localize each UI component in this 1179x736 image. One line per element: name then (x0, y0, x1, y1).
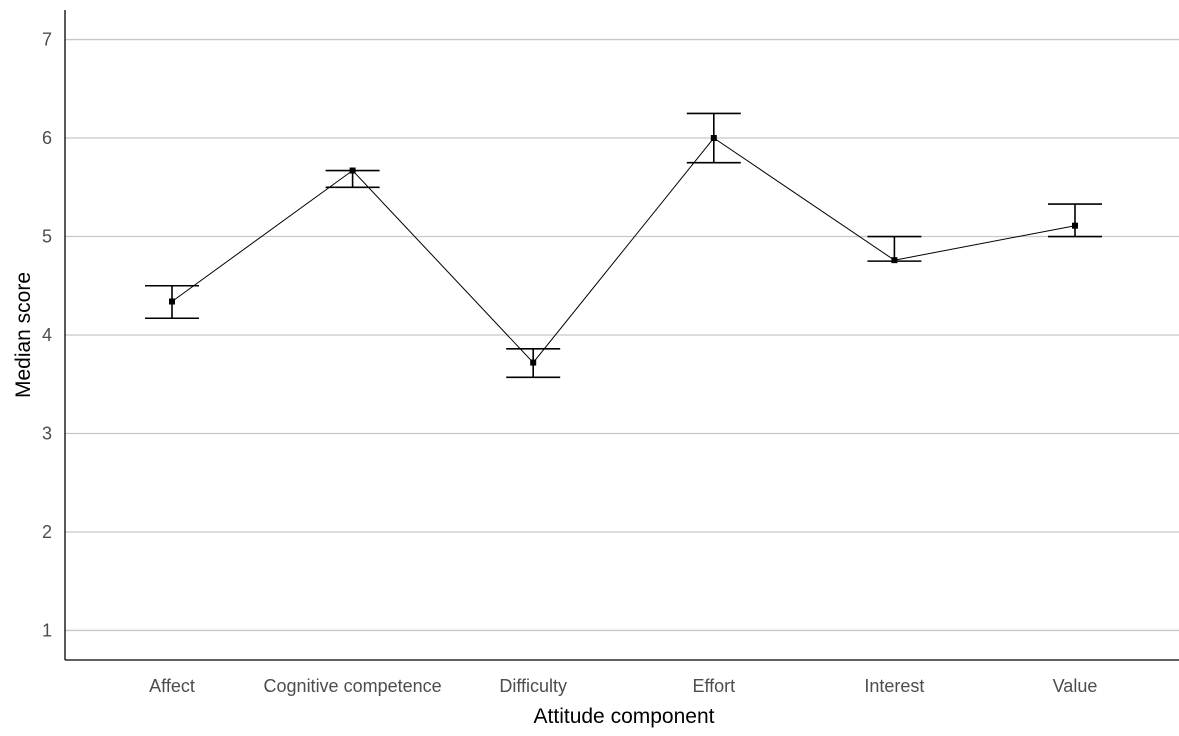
data-point (891, 257, 897, 263)
y-tick-label: 3 (42, 423, 52, 443)
x-tick-label: Effort (692, 676, 735, 696)
x-tick-label: Cognitive competence (264, 676, 442, 696)
error-bars (145, 113, 1102, 377)
y-tick-labels: 1 2 3 4 5 6 7 (42, 30, 52, 641)
x-tick-labels: Affect Cognitive competence Difficulty Effo… (149, 676, 1097, 696)
y-tick-label: 7 (42, 30, 52, 50)
y-tick-label: 2 (42, 522, 52, 542)
data-point (1072, 223, 1078, 229)
y-tick-label: 1 (42, 620, 52, 640)
data-point (169, 299, 175, 305)
x-tick-label: Value (1053, 676, 1098, 696)
y-axis-title: Median score (12, 272, 35, 398)
y-tick-label: 6 (42, 128, 52, 148)
x-tick-label: Affect (149, 676, 195, 696)
x-tick-label: Difficulty (499, 676, 567, 696)
data-point (350, 168, 356, 174)
y-tick-label: 5 (42, 227, 52, 247)
x-tick-label: Interest (864, 676, 924, 696)
y-tick-label: 4 (42, 325, 52, 345)
x-axis-title: Attitude component (534, 705, 715, 728)
gridlines (65, 40, 1179, 631)
data-point (530, 360, 536, 366)
error-bar (1048, 204, 1102, 237)
data-point (711, 135, 717, 141)
median-series-line (172, 138, 1075, 363)
